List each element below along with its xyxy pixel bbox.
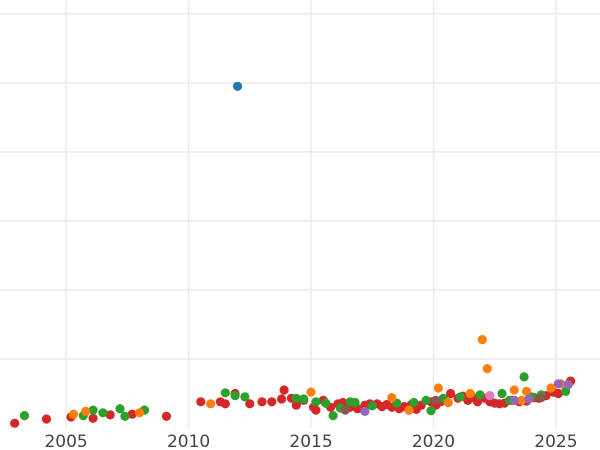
data-point xyxy=(404,405,414,415)
data-point xyxy=(536,393,546,403)
data-point xyxy=(485,391,495,401)
data-point xyxy=(546,383,556,393)
data-point xyxy=(426,406,436,416)
data-point xyxy=(257,397,267,407)
data-point xyxy=(465,388,475,399)
data-point xyxy=(220,399,230,409)
data-point xyxy=(19,411,30,421)
data-point xyxy=(196,397,206,407)
data-point xyxy=(88,413,98,423)
data-point xyxy=(311,397,321,407)
x-tick-labels: 2005 2010 2015 2020 2025 xyxy=(44,432,577,450)
data-point xyxy=(68,409,79,419)
data-point xyxy=(482,364,492,374)
grid-layer xyxy=(0,0,600,428)
data-point xyxy=(328,411,338,421)
points-layer xyxy=(10,81,576,428)
data-point xyxy=(279,385,289,395)
data-point xyxy=(230,391,240,401)
data-point xyxy=(240,392,250,402)
data-point xyxy=(135,408,145,418)
data-point xyxy=(509,395,519,405)
data-point xyxy=(306,387,316,397)
data-point xyxy=(519,372,529,382)
data-point xyxy=(340,405,350,415)
data-point xyxy=(245,399,255,409)
data-point xyxy=(10,418,20,428)
data-point xyxy=(161,411,172,421)
data-point xyxy=(98,408,108,418)
data-point xyxy=(477,335,487,345)
x-tick-label: 2025 xyxy=(534,432,577,450)
data-point xyxy=(220,388,230,398)
data-point xyxy=(291,393,301,403)
data-point xyxy=(421,395,431,405)
data-point xyxy=(497,388,507,399)
data-point xyxy=(88,405,98,415)
data-point xyxy=(321,398,331,408)
data-point xyxy=(455,392,465,402)
x-tick-label: 2015 xyxy=(289,432,332,450)
data-point xyxy=(291,400,301,410)
data-point xyxy=(267,397,277,407)
data-point xyxy=(127,409,137,419)
data-point xyxy=(277,394,287,404)
data-point xyxy=(524,394,534,404)
data-point xyxy=(517,395,527,405)
data-point xyxy=(360,406,370,416)
data-point xyxy=(299,394,309,404)
data-point xyxy=(553,379,564,389)
data-point xyxy=(561,386,571,396)
data-point xyxy=(433,383,443,393)
x-tick-label: 2005 xyxy=(44,432,87,450)
data-point xyxy=(81,406,91,416)
data-point xyxy=(105,410,115,420)
data-point xyxy=(206,399,216,409)
data-point xyxy=(475,390,485,400)
x-tick-label: 2010 xyxy=(167,432,210,450)
data-point xyxy=(409,397,419,408)
data-point xyxy=(41,414,52,424)
data-point xyxy=(387,393,397,403)
data-point xyxy=(443,397,453,408)
data-point xyxy=(521,386,532,396)
data-point xyxy=(120,411,130,421)
data-point xyxy=(431,395,441,405)
data-point xyxy=(446,388,456,399)
data-point xyxy=(311,405,321,415)
data-point xyxy=(233,81,243,91)
data-point xyxy=(367,401,377,411)
data-point xyxy=(350,397,360,408)
x-tick-label: 2020 xyxy=(412,432,455,450)
data-point xyxy=(509,385,519,395)
data-point xyxy=(115,404,125,414)
data-point xyxy=(553,388,564,399)
data-point xyxy=(473,397,483,407)
data-point xyxy=(563,379,573,390)
